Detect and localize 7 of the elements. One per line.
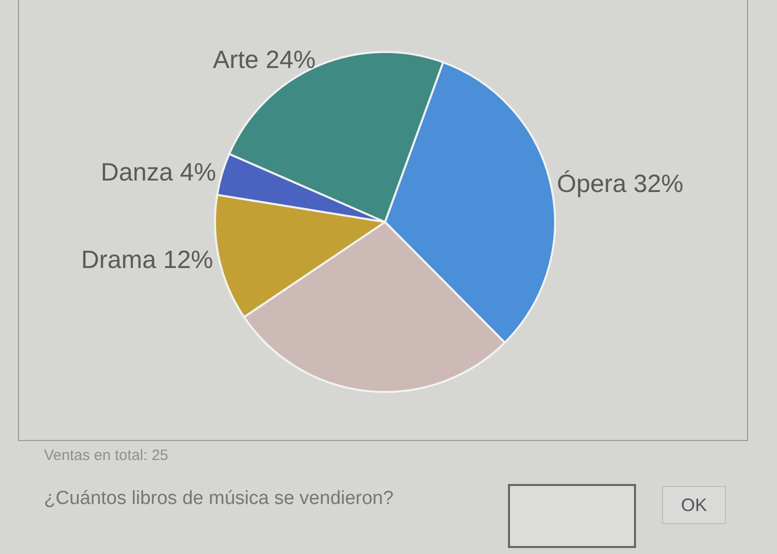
text: ¿Cuántos libros de música se vendieron? <box>44 488 395 510</box>
slice-label: Danza 4% <box>100 158 216 186</box>
text: OK <box>662 486 726 524</box>
slice-label: Arte 24% <box>212 46 316 74</box>
text: Ventas en total: 25 <box>44 447 168 464</box>
slice-label: Ópera 32% <box>556 170 684 198</box>
slice-label: Drama 12% <box>81 246 214 274</box>
